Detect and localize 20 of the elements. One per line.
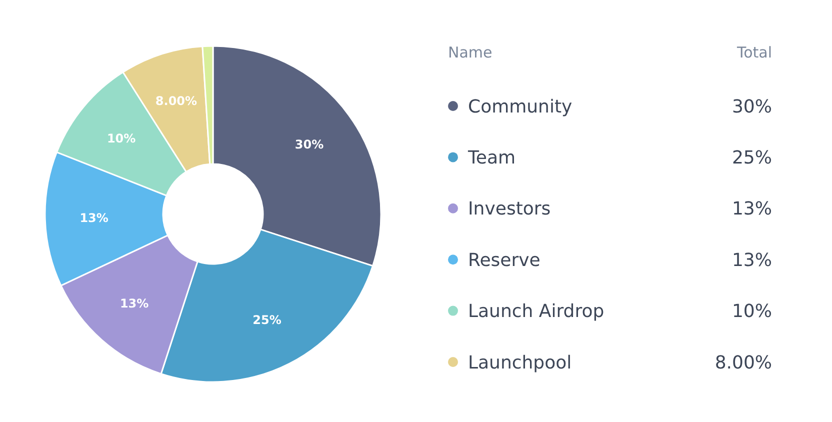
legend-title: Name: [448, 43, 492, 62]
legend-label: Launch Airdrop: [468, 301, 604, 322]
data-label: 13%: [120, 296, 149, 310]
data-label: 25%: [252, 313, 282, 328]
text: 13%: [732, 250, 772, 271]
legend-label: Launchpool: [468, 352, 572, 374]
data-label: 13%: [80, 210, 108, 225]
text: Total: [736, 43, 772, 62]
legend-label: Team: [467, 148, 516, 168]
data-label: 8.00%: [155, 94, 198, 108]
legend-label: Community: [468, 96, 573, 118]
legend-label: Investors: [468, 198, 551, 220]
text: 25%: [732, 148, 772, 168]
text: 10%: [732, 301, 772, 322]
data-label: 30%: [294, 137, 324, 152]
text: 13%: [732, 198, 772, 220]
text: 8.00%: [714, 352, 772, 374]
legend-label: Reserve: [468, 250, 540, 271]
text: 30%: [732, 96, 772, 118]
data-label: 10%: [106, 131, 136, 146]
